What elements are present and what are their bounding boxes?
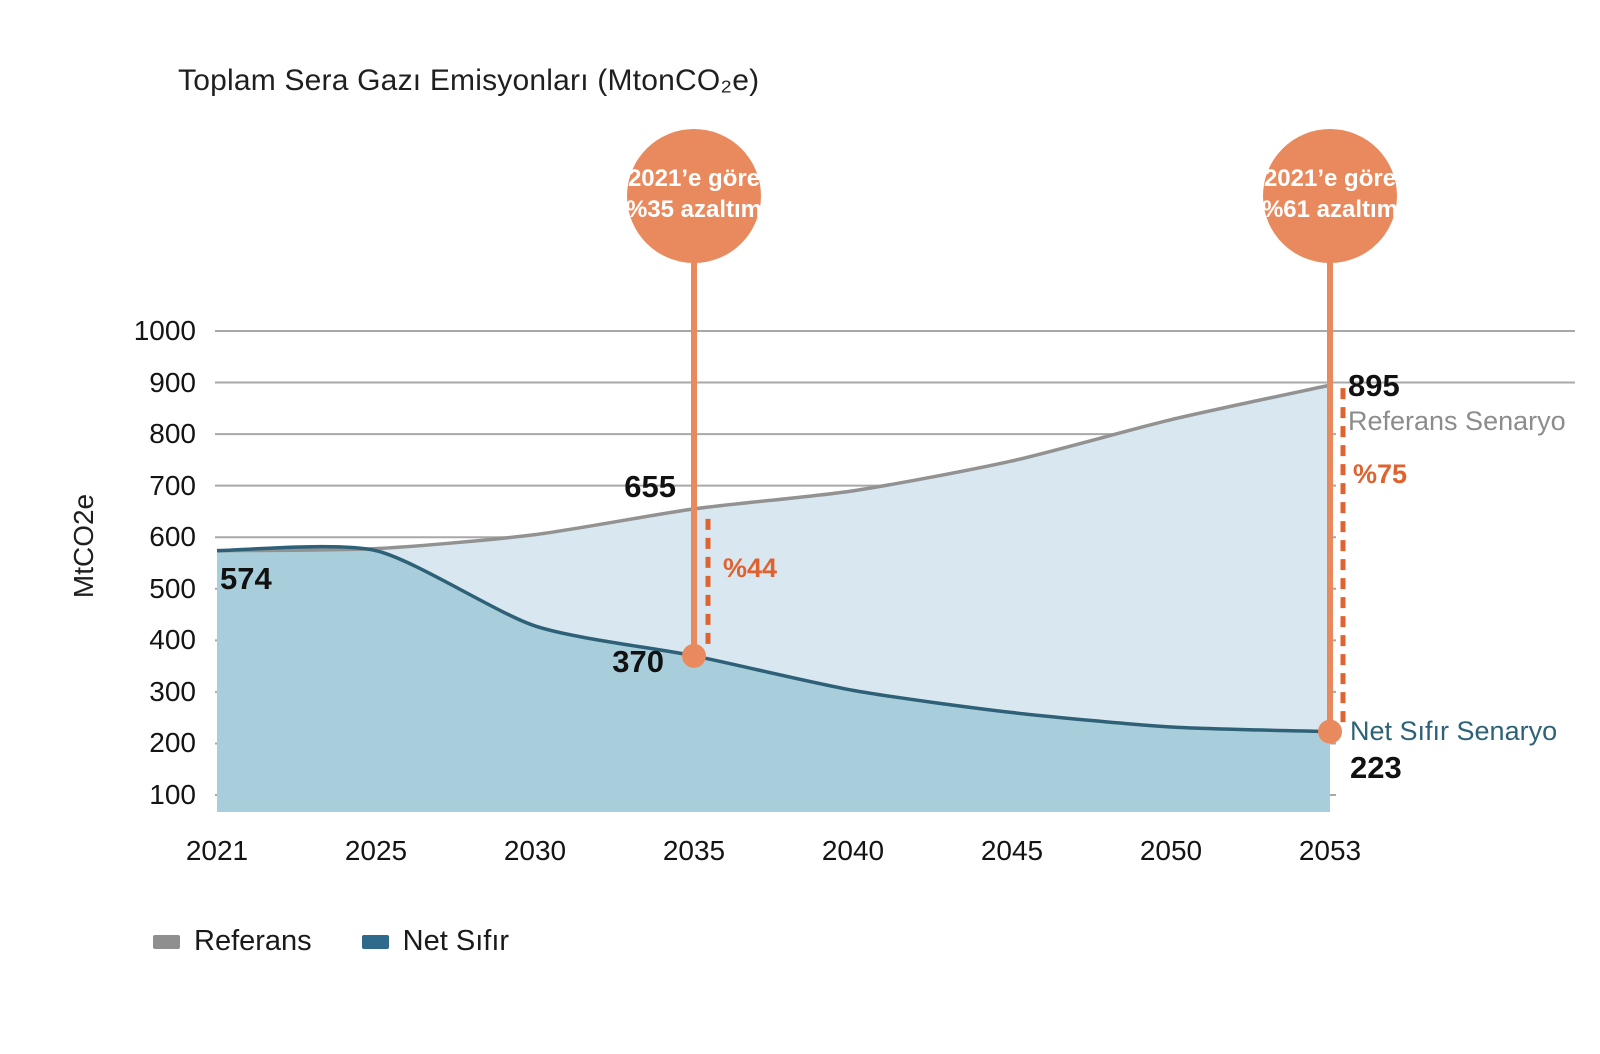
value-label-2053-referans: 895 [1348, 368, 1400, 403]
pct-reduction-2035-label: %44 [723, 553, 778, 583]
legend-label-netsifir: Net Sıfır [402, 925, 510, 957]
value-label-2021: 574 [220, 561, 272, 596]
netsifir-point-2053 [1318, 719, 1342, 744]
y-tick-label-200: 200 [149, 727, 196, 759]
y-tick-label-600: 600 [149, 521, 196, 553]
pct-reduction-2053-label: %75 [1353, 459, 1408, 489]
y-tick-label-900: 900 [149, 366, 196, 398]
legend-label-referans: Referans [194, 925, 312, 957]
netsifir-line [216, 544, 1331, 734]
callout-2035-line2: %35 azaltım [625, 196, 763, 223]
x-tick-label-2040: 2040 [821, 835, 885, 866]
x-tick-label-2021: 2021 [185, 835, 249, 866]
y-tick-label-800: 800 [149, 418, 196, 450]
callout-balloon-2053-text: 2021’e göre %61 azaltım [1230, 163, 1430, 225]
netsifir-area-fill [217, 546, 1330, 812]
y-axis-title: MtCO2e [68, 493, 99, 599]
callout-2053-line1: 2021’e göre [1263, 165, 1397, 192]
chart-title: Toplam Sera Gazı Emisyonları (MtonCO₂e) [178, 64, 760, 97]
y-tick-label-700: 700 [149, 469, 196, 501]
netsifir-point-2035 [682, 643, 706, 668]
legend-item-referans: Referans [153, 925, 312, 958]
callout-balloon-2035-text: 2021’e göre %35 azaltım [594, 163, 794, 225]
x-tick-label-2025: 2025 [344, 835, 408, 866]
value-label-2035-netsifir: 370 [612, 644, 664, 679]
y-tick-label-300: 300 [149, 675, 196, 707]
x-tick-label-2050: 2050 [1139, 835, 1203, 866]
referans-line [216, 383, 1331, 553]
legend: Referans Net Sıfır [153, 925, 509, 958]
x-tick-label-2030: 2030 [503, 835, 567, 866]
legend-item-netsifir: Net Sıfır [361, 925, 510, 958]
y-tick-label-1000: 1000 [133, 315, 196, 346]
y-tick-label-400: 400 [149, 624, 196, 656]
legend-swatch-referans [153, 934, 180, 949]
value-label-2035-referans: 655 [624, 469, 676, 504]
callout-balloon-2035 [627, 129, 761, 263]
x-tick-label-2035: 2035 [662, 835, 726, 866]
y-tick-label-100: 100 [149, 779, 196, 811]
net-sifir-senaryo-label: Net Sıfır Senaryo [1350, 716, 1558, 746]
referans-senaryo-label: Referans Senaryo [1348, 406, 1566, 436]
legend-swatch-netsifir [361, 934, 389, 949]
value-label-2053-netsifir: 223 [1350, 750, 1402, 785]
callout-2035-line1: 2021’e göre [627, 165, 761, 192]
x-tick-label-2045: 2045 [980, 835, 1044, 866]
x-tick-label-2053: 2053 [1298, 835, 1362, 866]
callout-balloon-2053 [1263, 129, 1397, 263]
y-tick-label-500: 500 [149, 572, 196, 604]
callout-2053-line2: %61 azaltım [1261, 196, 1399, 223]
